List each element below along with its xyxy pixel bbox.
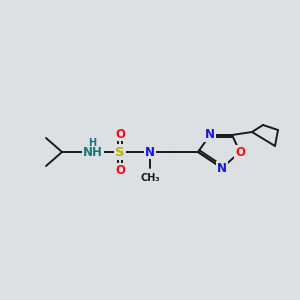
Text: N: N [205, 128, 215, 142]
Text: CH₃: CH₃ [140, 173, 160, 183]
Text: N: N [217, 161, 227, 175]
Text: H: H [88, 138, 96, 148]
Text: N: N [145, 146, 155, 158]
Text: O: O [115, 128, 125, 140]
Text: O: O [235, 146, 245, 158]
Text: NH: NH [83, 146, 103, 158]
Text: S: S [115, 146, 125, 158]
Text: O: O [115, 164, 125, 176]
